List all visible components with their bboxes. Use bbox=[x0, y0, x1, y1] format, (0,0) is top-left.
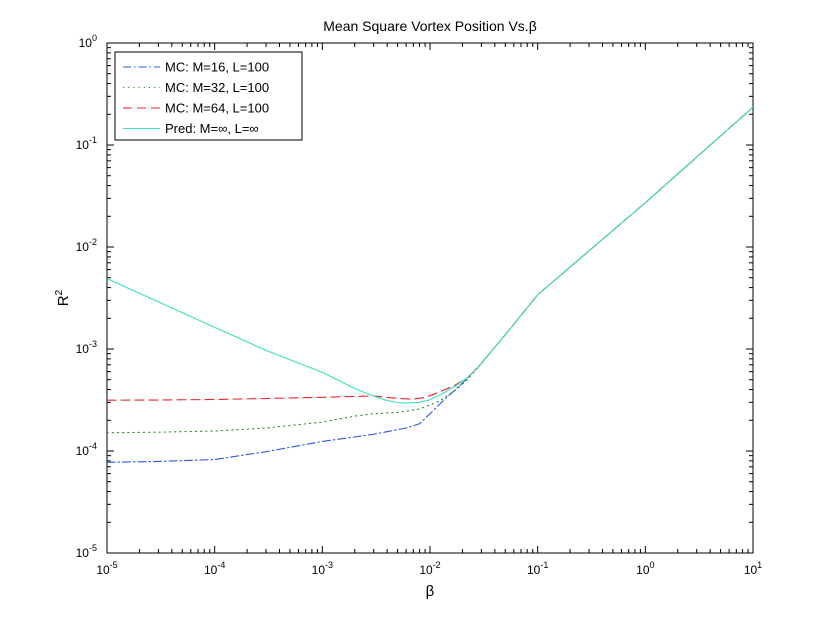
legend-label-3: MC: M=64, L=100 bbox=[165, 101, 269, 116]
y-axis-label: R2 bbox=[54, 289, 72, 306]
legend-label-1: MC: M=16, L=100 bbox=[165, 60, 269, 75]
chart-title: Mean Square Vortex Position Vs.β bbox=[323, 18, 537, 34]
y-axis-label-base: R bbox=[55, 295, 72, 306]
series-layer bbox=[107, 106, 753, 463]
legend-entries: MC: M=16, L=100 MC: M=32, L=100 MC: M=64, … bbox=[123, 60, 269, 136]
series-line-1 bbox=[107, 106, 753, 463]
legend: MC: M=16, L=100 MC: M=32, L=100 MC: M=64, … bbox=[114, 51, 303, 141]
y-axis-label-superscript: 2 bbox=[54, 289, 65, 295]
legend-box bbox=[114, 51, 303, 141]
series-line-4 bbox=[107, 106, 753, 404]
legend-label-2: MC: M=32, L=100 bbox=[165, 80, 269, 95]
x-axis-label: β bbox=[426, 583, 435, 600]
legend-label-4: Pred: M=∞, L=∞ bbox=[165, 121, 259, 136]
